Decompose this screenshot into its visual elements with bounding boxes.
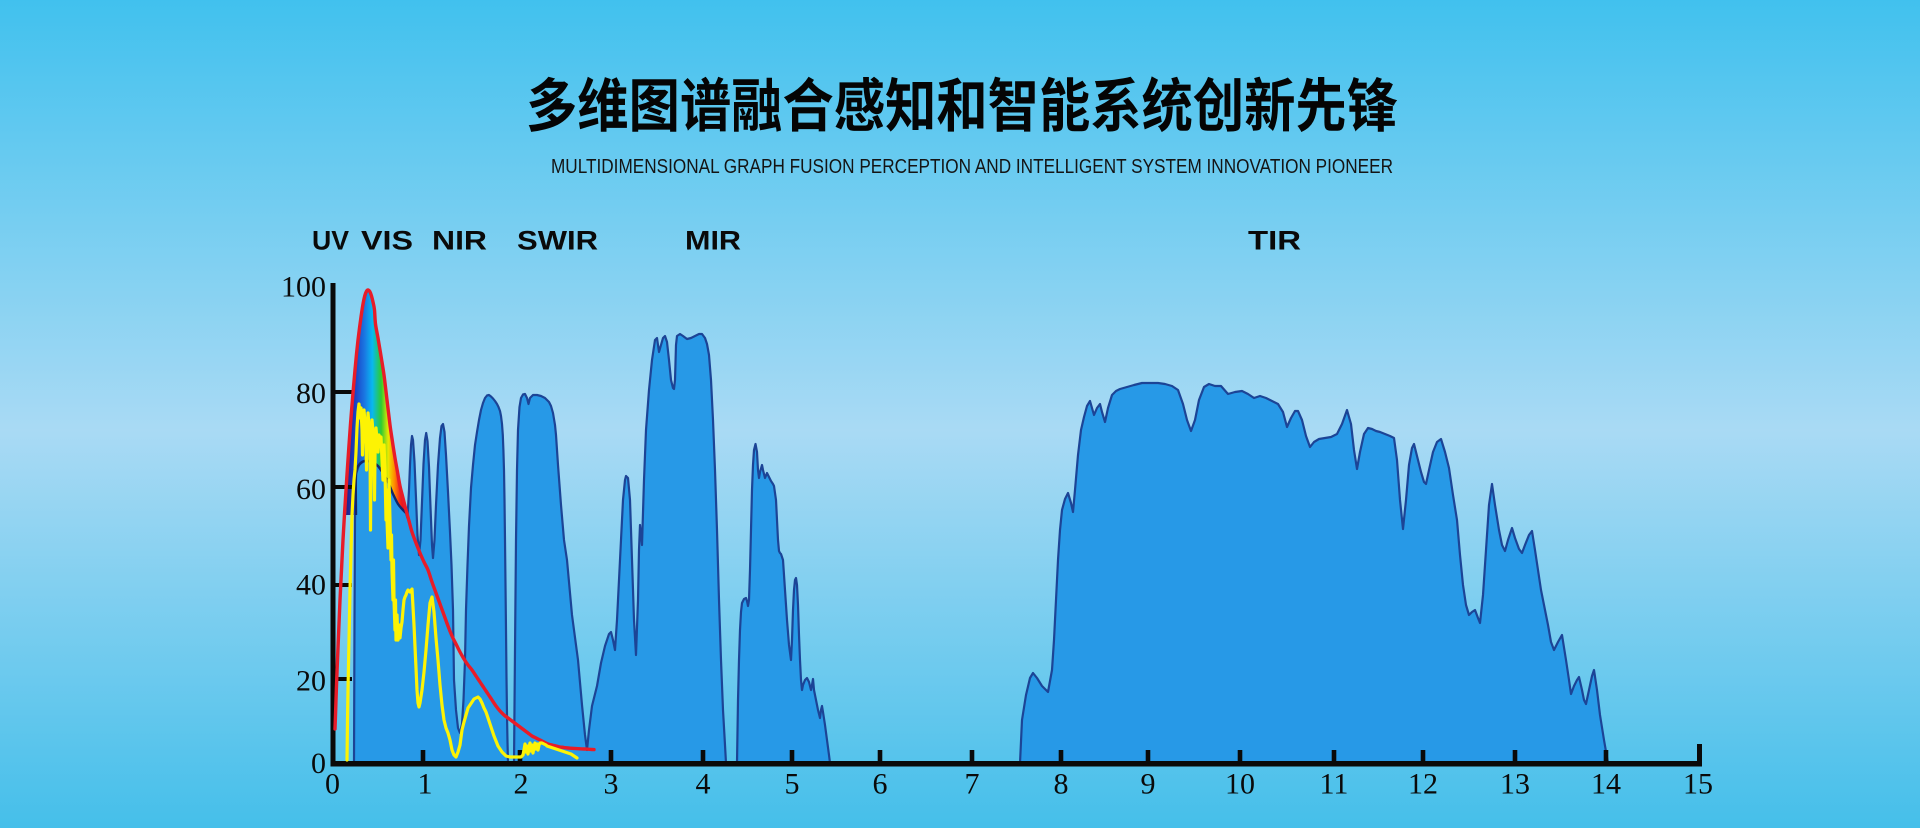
svg-text:100: 100 [281, 271, 326, 304]
svg-text:11: 11 [1320, 768, 1349, 801]
svg-text:2: 2 [514, 768, 529, 801]
svg-text:80: 80 [296, 377, 326, 410]
svg-text:TIR: TIR [1248, 226, 1301, 256]
svg-text:SWIR: SWIR [517, 226, 598, 256]
svg-text:0: 0 [325, 768, 340, 801]
svg-text:4: 4 [696, 768, 711, 801]
svg-text:NIR: NIR [432, 226, 487, 256]
svg-text:20: 20 [296, 665, 326, 698]
svg-text:UV: UV [312, 226, 349, 256]
svg-text:VIS: VIS [361, 226, 413, 256]
svg-text:MULTIDIMENSIONAL GRAPH FUSION: MULTIDIMENSIONAL GRAPH FUSION PERCEPTION… [551, 156, 1393, 178]
svg-text:10: 10 [1225, 768, 1255, 801]
svg-text:8: 8 [1054, 768, 1069, 801]
svg-text:MIR: MIR [685, 226, 741, 256]
svg-text:9: 9 [1141, 768, 1156, 801]
svg-text:14: 14 [1591, 768, 1621, 801]
svg-text:1: 1 [418, 768, 433, 801]
svg-text:40: 40 [296, 569, 326, 602]
svg-text:3: 3 [604, 768, 619, 801]
svg-text:13: 13 [1500, 768, 1530, 801]
svg-text:0: 0 [311, 747, 326, 780]
svg-text:60: 60 [296, 473, 326, 506]
svg-text:12: 12 [1408, 768, 1438, 801]
svg-text:5: 5 [785, 768, 800, 801]
svg-text:6: 6 [873, 768, 888, 801]
svg-text:7: 7 [965, 768, 980, 801]
svg-text:15: 15 [1683, 768, 1713, 801]
